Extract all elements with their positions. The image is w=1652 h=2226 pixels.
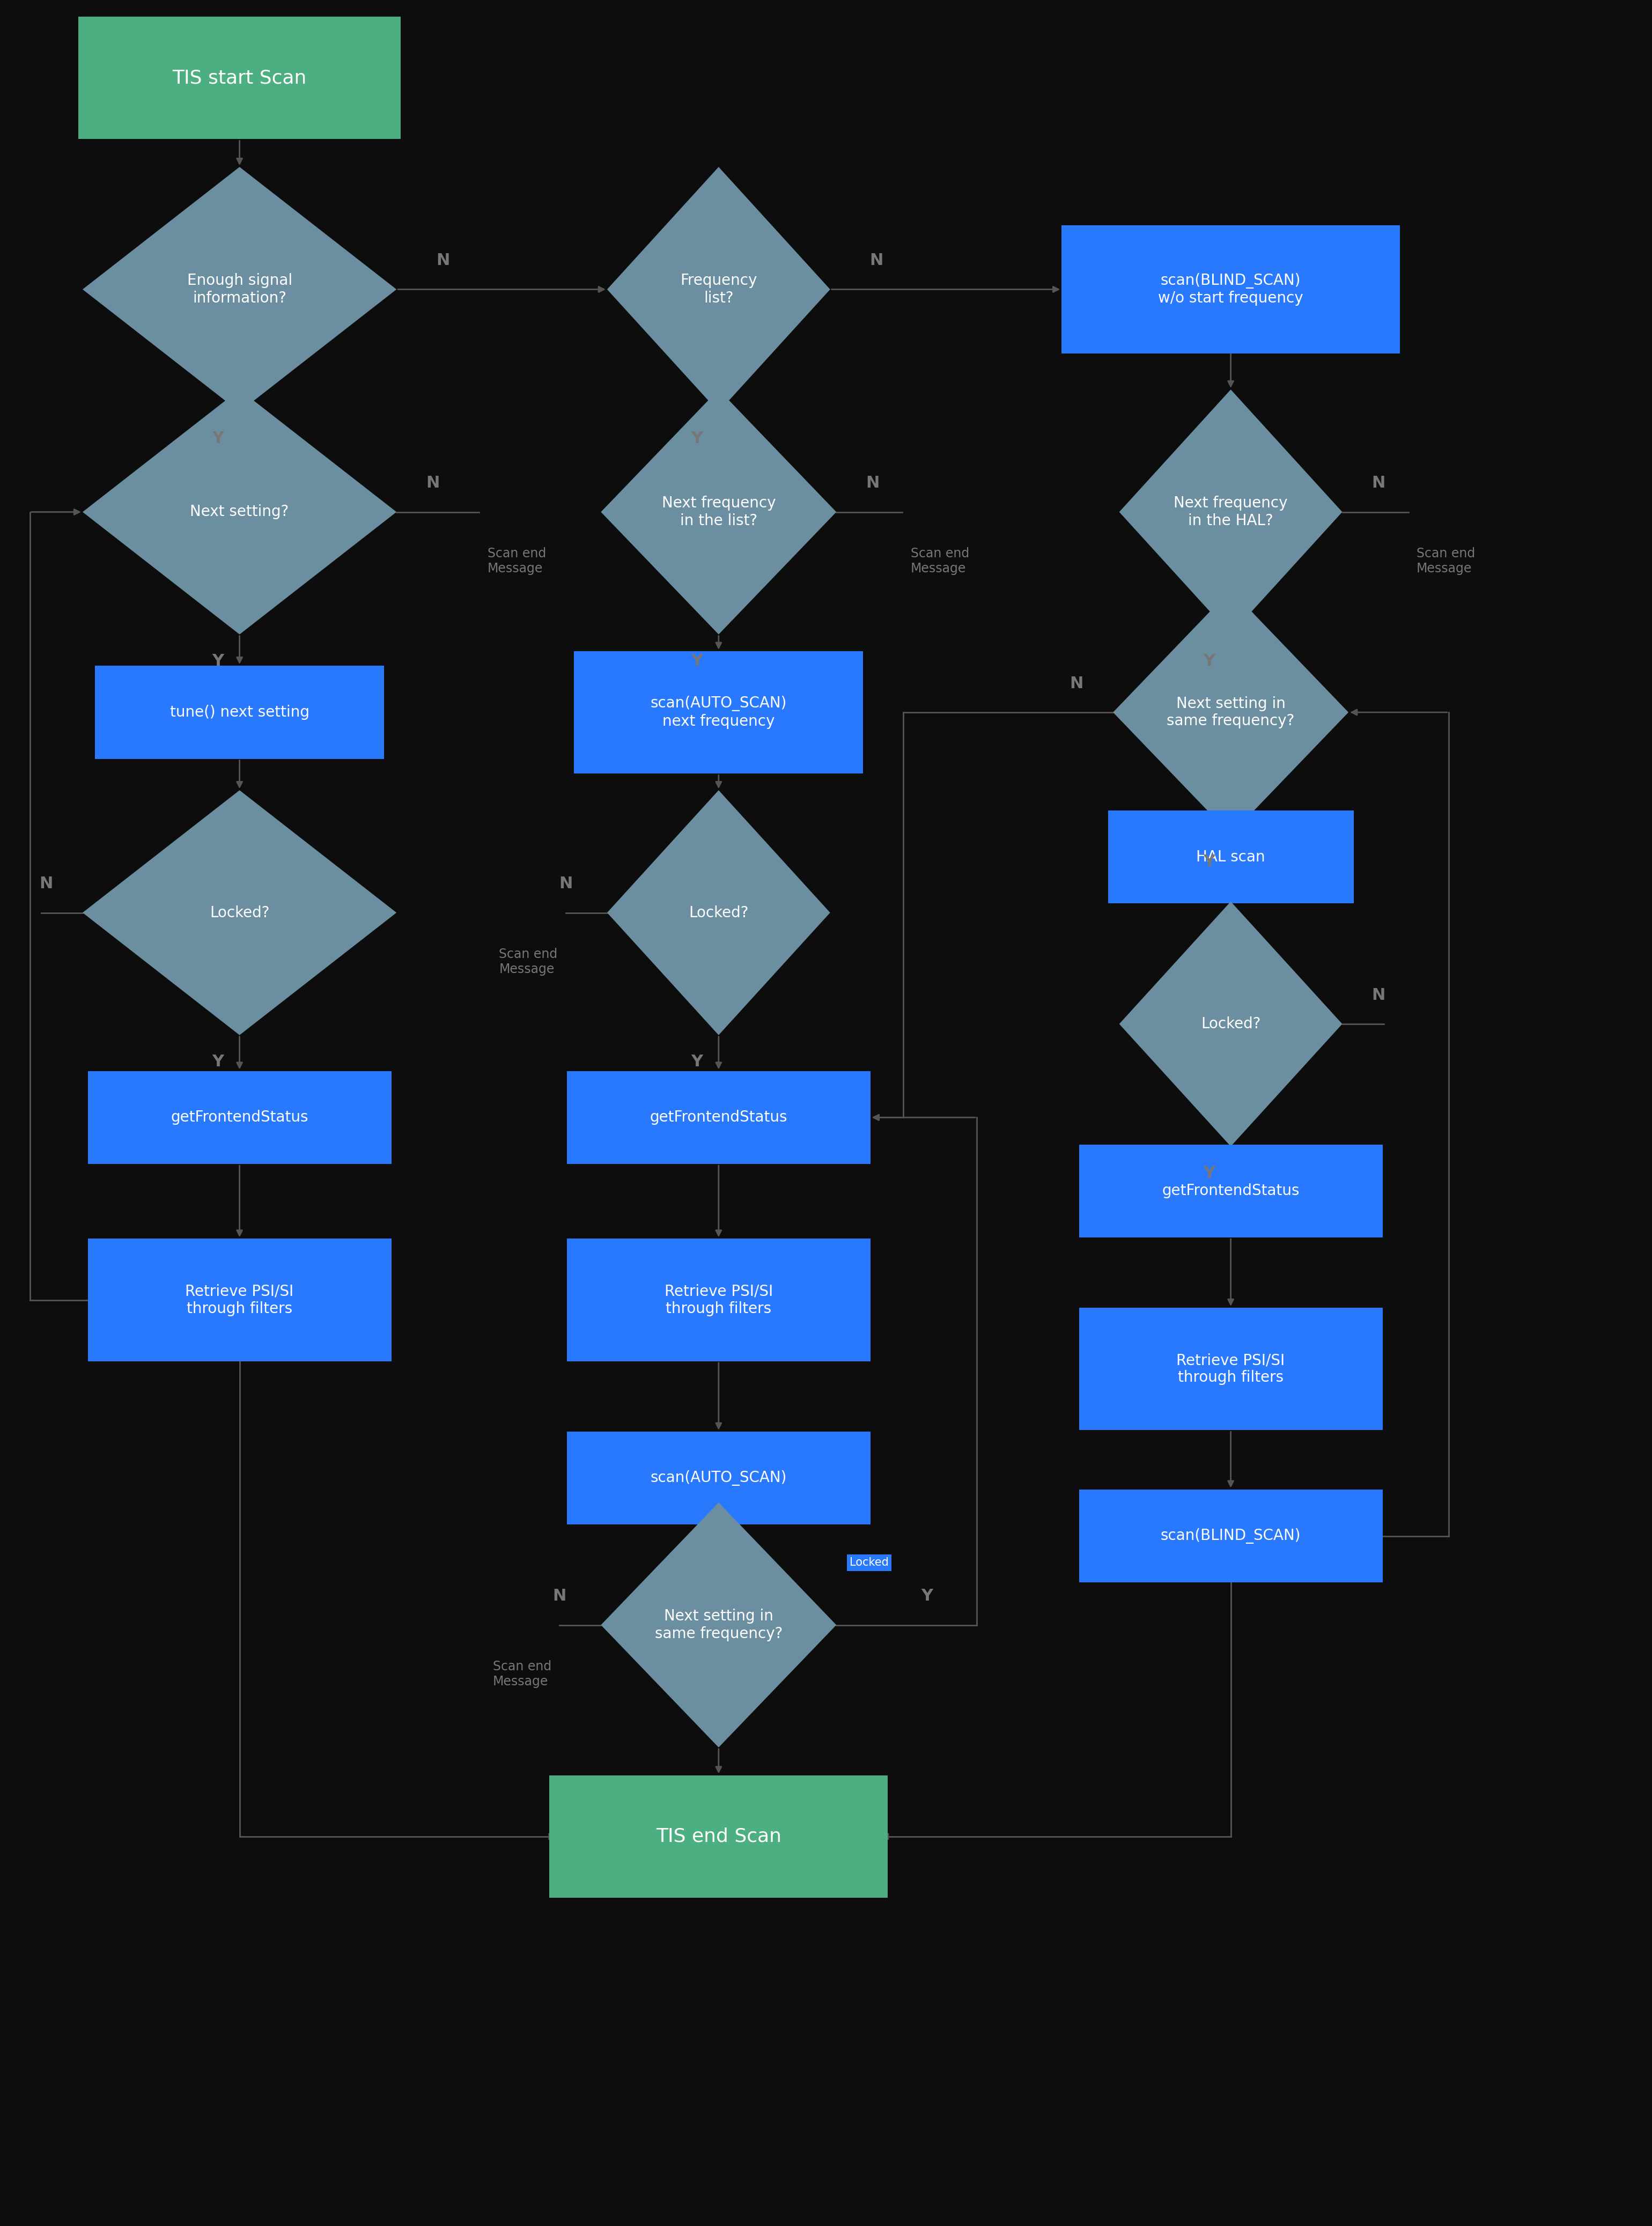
Text: Next frequency
in the list?: Next frequency in the list? bbox=[662, 496, 775, 528]
Text: N: N bbox=[866, 476, 879, 490]
Polygon shape bbox=[83, 167, 396, 412]
Text: Y: Y bbox=[922, 1589, 933, 1603]
FancyBboxPatch shape bbox=[567, 1431, 871, 1525]
Text: getFrontendStatus: getFrontendStatus bbox=[170, 1111, 309, 1124]
Polygon shape bbox=[83, 790, 396, 1035]
Text: N: N bbox=[553, 1589, 567, 1603]
Text: Y: Y bbox=[691, 432, 704, 445]
FancyBboxPatch shape bbox=[88, 1071, 392, 1164]
Polygon shape bbox=[83, 390, 396, 634]
FancyBboxPatch shape bbox=[567, 1238, 871, 1362]
Polygon shape bbox=[1113, 590, 1348, 835]
Polygon shape bbox=[601, 390, 836, 634]
Polygon shape bbox=[608, 167, 829, 412]
Text: Next setting in
same frequency?: Next setting in same frequency? bbox=[654, 1609, 783, 1641]
Text: N: N bbox=[558, 877, 573, 890]
Text: Retrieve PSI/SI
through filters: Retrieve PSI/SI through filters bbox=[664, 1284, 773, 1316]
FancyBboxPatch shape bbox=[550, 1776, 887, 1897]
Text: N: N bbox=[1070, 677, 1084, 690]
Text: Next setting in
same frequency?: Next setting in same frequency? bbox=[1166, 697, 1295, 728]
FancyBboxPatch shape bbox=[88, 1238, 392, 1362]
Text: Y: Y bbox=[211, 1055, 225, 1068]
Text: N: N bbox=[1371, 988, 1386, 1002]
Text: Retrieve PSI/SI
through filters: Retrieve PSI/SI through filters bbox=[185, 1284, 294, 1316]
FancyBboxPatch shape bbox=[1062, 225, 1399, 354]
Text: TIS end Scan: TIS end Scan bbox=[656, 1828, 781, 1845]
FancyBboxPatch shape bbox=[78, 18, 400, 138]
Text: Retrieve PSI/SI
through filters: Retrieve PSI/SI through filters bbox=[1176, 1353, 1285, 1385]
Text: Scan end
Message: Scan end Message bbox=[1416, 548, 1475, 574]
Text: tune() next setting: tune() next setting bbox=[170, 706, 309, 719]
Polygon shape bbox=[601, 1503, 836, 1747]
Text: Scan end
Message: Scan end Message bbox=[910, 548, 970, 574]
Text: N: N bbox=[40, 877, 53, 890]
Polygon shape bbox=[1120, 390, 1341, 634]
Polygon shape bbox=[1120, 902, 1341, 1146]
Text: scan(AUTO_SCAN): scan(AUTO_SCAN) bbox=[651, 1471, 786, 1485]
Text: Scan end
Message: Scan end Message bbox=[492, 1661, 552, 1687]
Text: N: N bbox=[869, 254, 884, 267]
FancyBboxPatch shape bbox=[1108, 810, 1353, 904]
FancyBboxPatch shape bbox=[575, 650, 862, 772]
Text: Y: Y bbox=[1203, 654, 1216, 668]
Text: getFrontendStatus: getFrontendStatus bbox=[1161, 1184, 1300, 1198]
Text: scan(BLIND_SCAN)
w/o start frequency: scan(BLIND_SCAN) w/o start frequency bbox=[1158, 274, 1303, 305]
Text: N: N bbox=[426, 476, 439, 490]
Text: Y: Y bbox=[691, 1055, 704, 1068]
Text: getFrontendStatus: getFrontendStatus bbox=[649, 1111, 788, 1124]
Text: Locked?: Locked? bbox=[689, 906, 748, 919]
FancyBboxPatch shape bbox=[1079, 1489, 1383, 1583]
Text: Y: Y bbox=[1203, 1166, 1216, 1180]
Polygon shape bbox=[608, 790, 829, 1035]
Text: Y: Y bbox=[1203, 855, 1216, 868]
Text: Locked?: Locked? bbox=[1201, 1017, 1260, 1031]
FancyBboxPatch shape bbox=[567, 1071, 871, 1164]
FancyBboxPatch shape bbox=[1079, 1309, 1383, 1431]
Text: Y: Y bbox=[211, 654, 225, 668]
Text: Next setting?: Next setting? bbox=[190, 505, 289, 519]
Text: scan(BLIND_SCAN): scan(BLIND_SCAN) bbox=[1161, 1529, 1300, 1543]
FancyBboxPatch shape bbox=[1079, 1144, 1383, 1238]
Text: HAL scan: HAL scan bbox=[1196, 850, 1265, 864]
Text: Enough signal
information?: Enough signal information? bbox=[187, 274, 292, 305]
Text: Frequency
list?: Frequency list? bbox=[681, 274, 757, 305]
Text: scan(AUTO_SCAN)
next frequency: scan(AUTO_SCAN) next frequency bbox=[651, 697, 786, 728]
Text: Locked?: Locked? bbox=[210, 906, 269, 919]
FancyBboxPatch shape bbox=[94, 666, 383, 759]
Text: Next frequency
in the HAL?: Next frequency in the HAL? bbox=[1175, 496, 1287, 528]
Text: N: N bbox=[436, 254, 449, 267]
Text: Scan end
Message: Scan end Message bbox=[487, 548, 545, 574]
Text: Scan end
Message: Scan end Message bbox=[499, 948, 558, 975]
Text: Y: Y bbox=[691, 654, 704, 668]
Text: Locked: Locked bbox=[849, 1558, 889, 1567]
Text: N: N bbox=[1371, 476, 1386, 490]
Text: Y: Y bbox=[211, 432, 225, 445]
Text: TIS start Scan: TIS start Scan bbox=[172, 69, 307, 87]
